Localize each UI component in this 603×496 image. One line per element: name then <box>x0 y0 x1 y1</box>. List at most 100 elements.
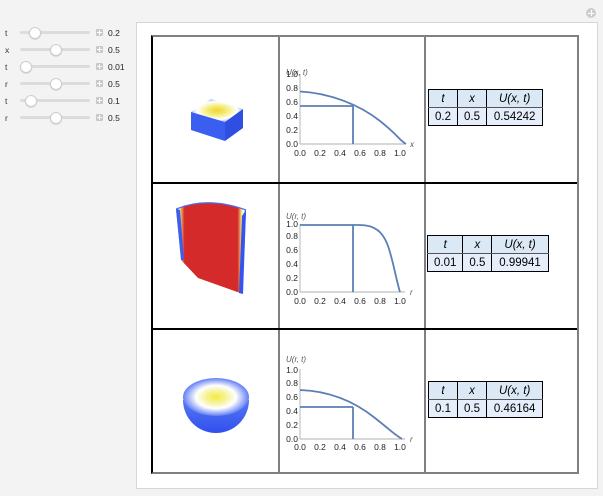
svg-text:0.4: 0.4 <box>334 296 346 306</box>
slider-track[interactable] <box>20 44 90 56</box>
table-cell-3: t x U(x, t) 0.1 0.5 0.46164 <box>426 330 579 474</box>
svg-text:0.6: 0.6 <box>354 148 366 158</box>
slider-value: 0.5 <box>108 44 120 55</box>
result-table: t x U(x, t) 0.1 0.5 0.46164 <box>428 381 544 418</box>
slider-r-2[interactable]: r 0.5 <box>0 109 135 126</box>
svg-text:0.8: 0.8 <box>286 378 298 388</box>
slider-t-3[interactable]: t 0.1 <box>0 92 135 109</box>
svg-text:0.6: 0.6 <box>354 296 366 306</box>
slider-value: 0.5 <box>108 112 120 123</box>
slider-label: r <box>5 78 8 89</box>
add-plus-icon[interactable] <box>586 8 596 18</box>
slider-thumb[interactable] <box>29 27 41 39</box>
table-header: U(x, t) <box>485 381 544 400</box>
cylinder-3d-graphic <box>175 202 247 294</box>
svg-text:0.0: 0.0 <box>294 442 306 452</box>
plot-xlabel: x <box>409 140 415 149</box>
slider-value: 0.5 <box>108 78 120 89</box>
table-header: t <box>428 89 458 108</box>
svg-text:0.8: 0.8 <box>374 296 386 306</box>
slider-label: x <box>5 44 10 55</box>
table-cell-1: t x U(x, t) 0.2 0.5 0.54242 <box>426 37 579 182</box>
plot-hemisphere: U(r, t) 0.0 0.2 0.4 0.6 0.8 1.0 0.0 0.2 0.4 0.… <box>280 330 424 474</box>
row-divider <box>153 182 577 184</box>
slider-track[interactable] <box>20 95 90 107</box>
slider-track[interactable] <box>20 112 90 124</box>
slider-label: t <box>5 27 8 38</box>
svg-text:0.2: 0.2 <box>286 420 298 430</box>
slider-value: 0.1 <box>108 95 120 106</box>
svg-text:1.0: 1.0 <box>394 148 406 158</box>
slider-label: r <box>5 112 8 123</box>
expand-plus-icon[interactable] <box>96 114 103 121</box>
svg-text:0.0: 0.0 <box>286 287 298 297</box>
shape-cell-cylinder <box>153 184 278 328</box>
svg-text:0.2: 0.2 <box>286 125 298 135</box>
table-header: t <box>428 381 458 400</box>
svg-text:0.0: 0.0 <box>294 148 306 158</box>
slider-thumb[interactable] <box>50 78 62 90</box>
shape-cell-hemisphere <box>153 330 278 474</box>
svg-text:0.4: 0.4 <box>334 442 346 452</box>
table-value: 0.99941 <box>491 253 549 272</box>
plot-ylabel: U(r, t) <box>286 212 306 221</box>
svg-text:0.0: 0.0 <box>294 296 306 306</box>
svg-text:0.4: 0.4 <box>334 148 346 158</box>
slider-thumb[interactable] <box>25 95 37 107</box>
table-value: 0.5 <box>457 399 487 418</box>
column-divider <box>278 37 280 472</box>
expand-plus-icon[interactable] <box>96 46 103 53</box>
slider-thumb[interactable] <box>20 61 32 73</box>
slider-thumb[interactable] <box>50 112 62 124</box>
result-table: t x U(x, t) 0.2 0.5 0.54242 <box>428 89 544 126</box>
results-grid: U(x, t) 0.0 0.2 0.4 0.6 0.8 1.0 0.0 0.2 0.4 0.… <box>151 35 579 474</box>
shape-cell-slab <box>153 37 278 182</box>
table-header: t <box>426 235 464 254</box>
row-divider <box>153 328 577 330</box>
svg-text:0.8: 0.8 <box>286 83 298 93</box>
table-value: 0.01 <box>426 253 464 272</box>
table-value: 0.54242 <box>485 107 544 126</box>
slab-3d-graphic <box>191 99 243 141</box>
table-header: U(x, t) <box>491 235 549 254</box>
slider-label: t <box>5 95 8 106</box>
slider-track[interactable] <box>20 78 90 90</box>
slider-t-2[interactable]: t 0.01 <box>0 58 135 75</box>
plot-xlabel: r <box>410 288 413 297</box>
svg-text:0.8: 0.8 <box>374 442 386 452</box>
svg-text:0.2: 0.2 <box>314 148 326 158</box>
table-header: x <box>462 235 493 254</box>
table-value: 0.5 <box>457 107 487 126</box>
slider-value: 0.2 <box>108 27 120 38</box>
slider-track[interactable] <box>20 61 90 73</box>
slider-thumb[interactable] <box>50 44 62 56</box>
svg-text:0.0: 0.0 <box>286 434 298 444</box>
plot-cylinder: U(r, t) 0.0 0.2 0.4 0.6 0.8 1.0 0.0 0.2 0.4 0.… <box>280 184 424 328</box>
expand-plus-icon[interactable] <box>96 97 103 104</box>
svg-text:0.0: 0.0 <box>286 139 298 149</box>
expand-plus-icon[interactable] <box>96 29 103 36</box>
svg-text:0.4: 0.4 <box>286 406 298 416</box>
plot-xlabel: r <box>410 435 413 444</box>
plot-slab: U(x, t) 0.0 0.2 0.4 0.6 0.8 1.0 0.0 0.2 0.4 0.… <box>280 37 424 182</box>
svg-text:0.2: 0.2 <box>314 442 326 452</box>
controls-panel: t 0.2 x 0.5 t 0.01 r 0.5 t 0.1 r 0.5 <box>0 24 135 126</box>
result-table: t x U(x, t) 0.01 0.5 0.99941 <box>426 235 549 272</box>
expand-plus-icon[interactable] <box>96 63 103 70</box>
table-header: x <box>457 89 487 108</box>
table-header: U(x, t) <box>485 89 544 108</box>
slider-r-1[interactable]: r 0.5 <box>0 75 135 92</box>
svg-text:0.6: 0.6 <box>286 392 298 402</box>
expand-plus-icon[interactable] <box>96 80 103 87</box>
slider-value: 0.01 <box>108 61 125 72</box>
slider-track[interactable] <box>20 27 90 39</box>
svg-text:0.8: 0.8 <box>374 148 386 158</box>
column-divider <box>424 37 426 472</box>
slider-t-1[interactable]: t 0.2 <box>0 24 135 41</box>
svg-text:0.8: 0.8 <box>286 231 298 241</box>
slider-x[interactable]: x 0.5 <box>0 41 135 58</box>
svg-text:0.2: 0.2 <box>286 273 298 283</box>
plot-ylabel: U(x, t) <box>286 68 308 77</box>
svg-text:1.0: 1.0 <box>286 219 298 229</box>
svg-text:0.4: 0.4 <box>286 111 298 121</box>
